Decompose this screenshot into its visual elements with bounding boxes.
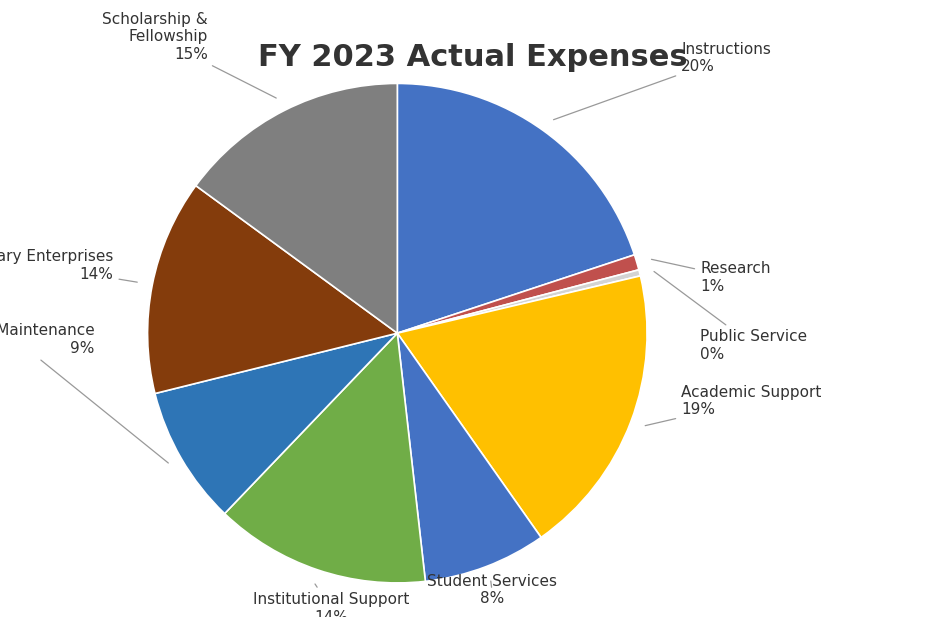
Wedge shape — [397, 255, 639, 333]
Wedge shape — [397, 83, 635, 333]
Text: Research
1%: Research 1% — [652, 259, 771, 294]
Wedge shape — [397, 276, 647, 537]
Wedge shape — [148, 186, 397, 394]
Text: Student Services
8%: Student Services 8% — [427, 574, 557, 607]
Wedge shape — [397, 270, 640, 333]
Wedge shape — [397, 333, 541, 581]
Wedge shape — [155, 333, 397, 513]
Text: Instructions
20%: Instructions 20% — [553, 41, 771, 120]
Text: Scholarship &
Fellowship
15%: Scholarship & Fellowship 15% — [102, 12, 276, 98]
Text: FY 2023 Actual Expenses: FY 2023 Actual Expenses — [258, 43, 688, 72]
Wedge shape — [196, 83, 397, 333]
Text: Academic Support
19%: Academic Support 19% — [645, 385, 821, 426]
Text: Institutional Support
14%: Institutional Support 14% — [253, 584, 410, 617]
Text: Plant & Maintenance
9%: Plant & Maintenance 9% — [0, 323, 168, 463]
Wedge shape — [224, 333, 426, 583]
Text: Auxiliary Enterprises
14%: Auxiliary Enterprises 14% — [0, 249, 137, 282]
Text: Public Service
0%: Public Service 0% — [654, 271, 807, 362]
